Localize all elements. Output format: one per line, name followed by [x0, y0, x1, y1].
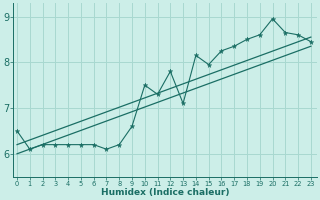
X-axis label: Humidex (Indice chaleur): Humidex (Indice chaleur) — [101, 188, 229, 197]
